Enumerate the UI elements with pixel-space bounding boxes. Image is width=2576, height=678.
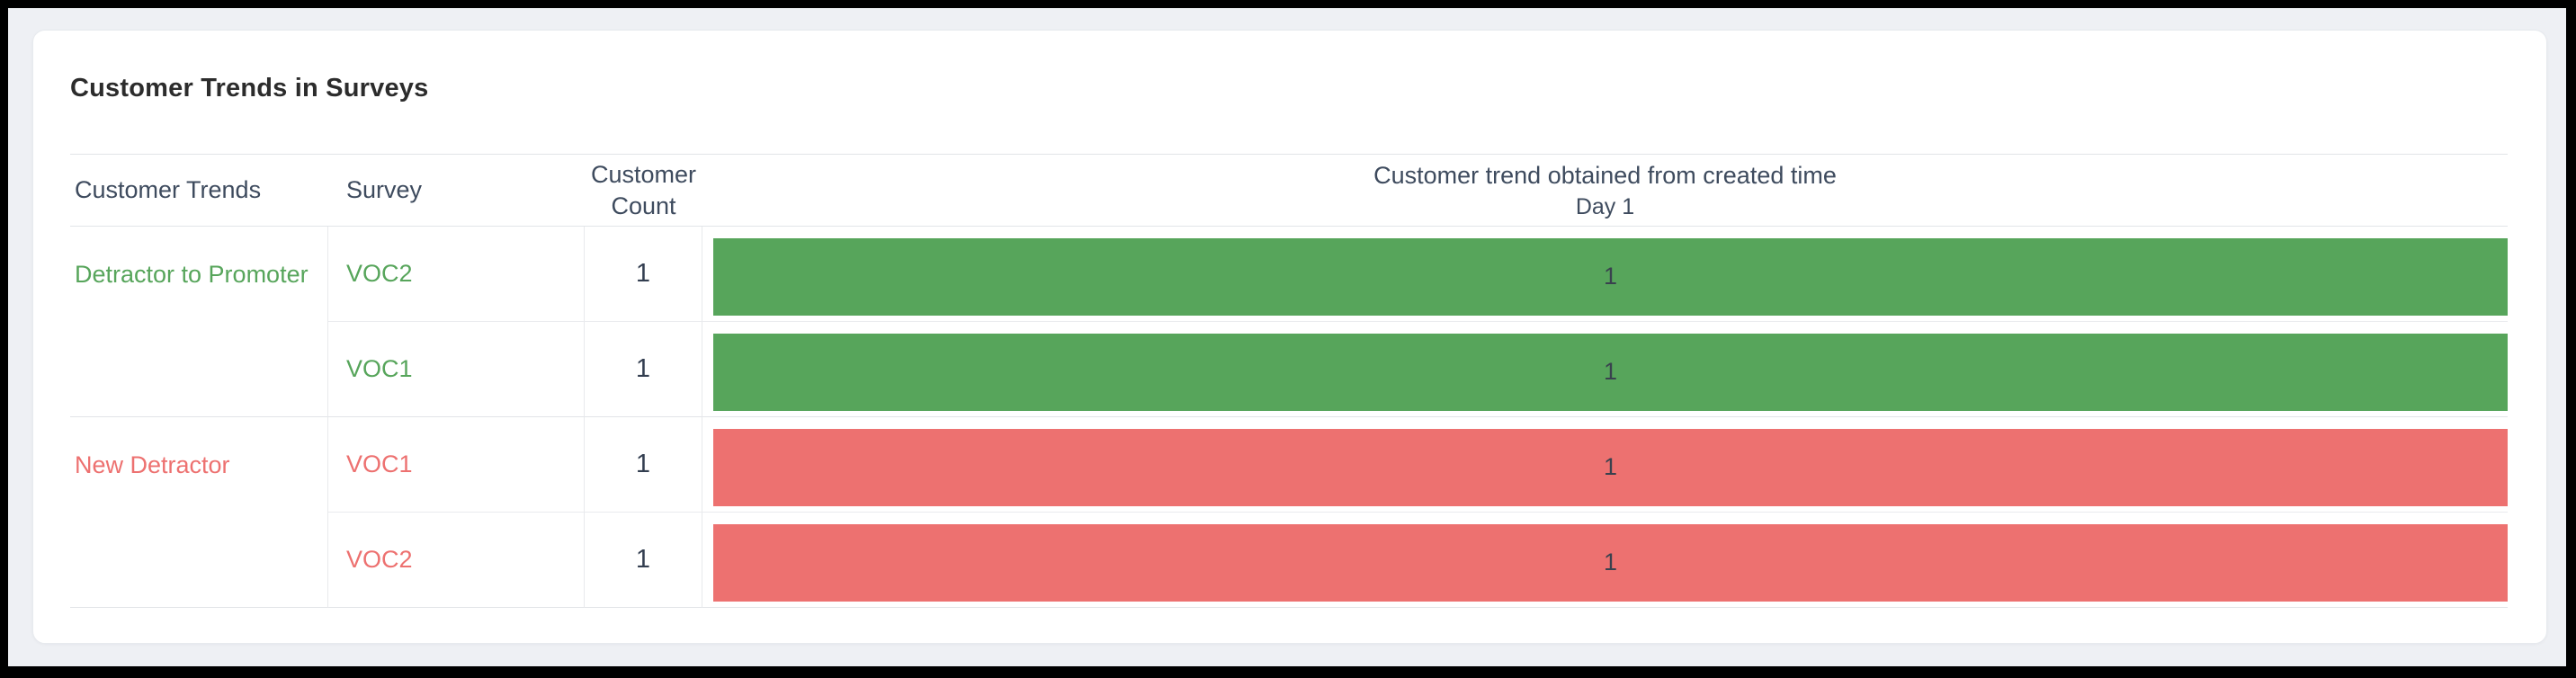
trend-group-detractor-to-promoter: Detractor to Promoter bbox=[70, 227, 328, 417]
chart-title: Customer trend obtained from created tim… bbox=[1373, 161, 1837, 189]
column-header-customer-count: Customer Count bbox=[585, 155, 702, 227]
trend-label: New Detractor bbox=[75, 451, 230, 478]
customer-count-value: 1 bbox=[585, 322, 702, 417]
page-background: Customer Trends in Surveys Customer Tren… bbox=[8, 8, 2566, 666]
bar-value-label: 1 bbox=[1603, 263, 1618, 290]
customer-count-value: 1 bbox=[585, 417, 702, 513]
trend-bar-red[interactable]: 1 bbox=[713, 428, 2508, 506]
customer-trends-table: Customer Trends Survey Customer Count Cu… bbox=[70, 154, 2508, 608]
trend-label: Detractor to Promoter bbox=[75, 260, 309, 288]
survey-label: VOC1 bbox=[328, 322, 585, 417]
bar-value-label: 1 bbox=[1603, 358, 1618, 385]
survey-label: VOC2 bbox=[328, 227, 585, 322]
report-title: Customer Trends in Surveys bbox=[70, 74, 429, 103]
report-card: Customer Trends in Surveys Customer Tren… bbox=[32, 30, 2547, 644]
trend-bar-green[interactable]: 1 bbox=[713, 237, 2508, 316]
chart-row: 1 bbox=[702, 513, 2508, 608]
chart-axis-tick-day1: Day 1 bbox=[1575, 193, 1635, 219]
trend-group-new-detractor: New Detractor bbox=[70, 417, 328, 608]
trend-bar-red[interactable]: 1 bbox=[713, 523, 2508, 602]
bar-value-label: 1 bbox=[1603, 549, 1618, 575]
survey-label: VOC1 bbox=[328, 417, 585, 513]
trend-bar-green[interactable]: 1 bbox=[713, 333, 2508, 411]
customer-count-value: 1 bbox=[585, 227, 702, 322]
chart-row: 1 bbox=[702, 417, 2508, 513]
survey-label: VOC2 bbox=[328, 513, 585, 608]
bar-value-label: 1 bbox=[1603, 453, 1618, 480]
column-header-customer-trends: Customer Trends bbox=[70, 155, 328, 227]
chart-row: 1 bbox=[702, 227, 2508, 322]
column-header-chart: Customer trend obtained from created tim… bbox=[702, 155, 2508, 227]
column-header-survey: Survey bbox=[328, 155, 585, 227]
customer-count-value: 1 bbox=[585, 513, 702, 608]
chart-row: 1 bbox=[702, 322, 2508, 417]
